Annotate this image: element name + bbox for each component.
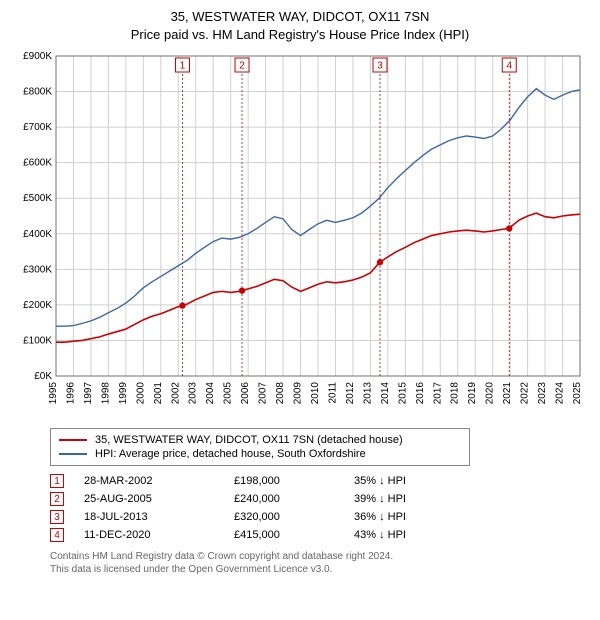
svg-text:£200K: £200K <box>23 300 52 311</box>
legend: 35, WESTWATER WAY, DIDCOT, OX11 7SN (det… <box>50 428 470 466</box>
svg-text:2002: 2002 <box>170 382 181 405</box>
svg-text:2008: 2008 <box>275 382 286 405</box>
sale-date: 25-AUG-2005 <box>84 493 234 505</box>
legend-swatch <box>59 453 87 455</box>
sale-marker: 2 <box>50 492 64 506</box>
sale-date: 28-MAR-2002 <box>84 475 234 487</box>
svg-text:£700K: £700K <box>23 122 52 133</box>
sale-price: £415,000 <box>234 529 354 541</box>
sales-row: 1 28-MAR-2002£198,00035% ↓ HPI <box>50 472 590 490</box>
svg-text:2010: 2010 <box>310 382 321 405</box>
svg-text:£400K: £400K <box>23 229 52 240</box>
svg-text:2015: 2015 <box>397 382 408 405</box>
svg-text:£600K: £600K <box>23 158 52 169</box>
svg-text:2017: 2017 <box>432 382 443 405</box>
svg-text:1995: 1995 <box>48 382 59 405</box>
footnote-line-2: This data is licensed under the Open Gov… <box>50 563 590 576</box>
svg-text:£500K: £500K <box>23 194 52 205</box>
svg-text:2013: 2013 <box>362 382 373 405</box>
sale-marker: 4 <box>50 528 64 542</box>
svg-text:£300K: £300K <box>23 265 52 276</box>
svg-text:4: 4 <box>506 61 512 72</box>
svg-text:2014: 2014 <box>380 382 391 405</box>
svg-text:2019: 2019 <box>467 382 478 405</box>
svg-text:2022: 2022 <box>520 382 531 405</box>
svg-text:2: 2 <box>239 61 245 72</box>
sale-date: 11-DEC-2020 <box>84 529 234 541</box>
sale-marker: 1 <box>50 474 64 488</box>
chart-area: £0K £100K £200K £300K £400K £500K £600K £700K £8… <box>10 50 590 420</box>
svg-text:2016: 2016 <box>415 382 426 405</box>
sales-row: 3 18-JUL-2013£320,00036% ↓ HPI <box>50 508 590 526</box>
svg-text:£900K: £900K <box>23 51 52 62</box>
title-block: 35, WESTWATER WAY, DIDCOT, OX11 7SN Pric… <box>10 8 590 44</box>
sale-price: £320,000 <box>234 511 354 523</box>
sales-row: 4 11-DEC-2020£415,00043% ↓ HPI <box>50 526 590 544</box>
svg-text:2012: 2012 <box>345 382 356 405</box>
svg-text:2025: 2025 <box>572 382 583 405</box>
svg-text:2004: 2004 <box>205 382 216 405</box>
svg-text:1996: 1996 <box>65 382 76 405</box>
svg-text:1998: 1998 <box>100 382 111 405</box>
footnote: Contains HM Land Registry data © Crown c… <box>50 550 590 576</box>
svg-text:2000: 2000 <box>135 382 146 405</box>
title-address: 35, WESTWATER WAY, DIDCOT, OX11 7SN <box>10 8 590 26</box>
legend-item: HPI: Average price, detached house, Sout… <box>59 447 461 461</box>
sales-table: 1 28-MAR-2002£198,00035% ↓ HPI 2 25-AUG-200… <box>50 472 590 544</box>
svg-text:2023: 2023 <box>537 382 548 405</box>
svg-text:£0K: £0K <box>34 371 52 382</box>
price-chart: £0K £100K £200K £300K £400K £500K £600K £700K £8… <box>10 50 590 420</box>
svg-text:2011: 2011 <box>327 382 338 404</box>
svg-text:£100K: £100K <box>23 336 52 347</box>
sale-pct: 39% ↓ HPI <box>354 493 454 505</box>
svg-text:2001: 2001 <box>153 382 164 405</box>
svg-text:1997: 1997 <box>83 382 94 405</box>
legend-label: 35, WESTWATER WAY, DIDCOT, OX11 7SN (det… <box>95 434 403 446</box>
svg-text:1: 1 <box>180 61 186 72</box>
sale-date: 18-JUL-2013 <box>84 511 234 523</box>
svg-text:3: 3 <box>377 61 383 72</box>
legend-item: 35, WESTWATER WAY, DIDCOT, OX11 7SN (det… <box>59 433 461 447</box>
chart-container: 35, WESTWATER WAY, DIDCOT, OX11 7SN Pric… <box>0 0 600 580</box>
svg-text:1999: 1999 <box>118 382 129 405</box>
sale-pct: 43% ↓ HPI <box>354 529 454 541</box>
svg-text:2003: 2003 <box>188 382 199 405</box>
svg-text:2020: 2020 <box>485 382 496 405</box>
legend-swatch <box>59 439 87 441</box>
footnote-line-1: Contains HM Land Registry data © Crown c… <box>50 550 590 563</box>
legend-label: HPI: Average price, detached house, Sout… <box>95 448 366 460</box>
sales-row: 2 25-AUG-2005£240,00039% ↓ HPI <box>50 490 590 508</box>
sale-pct: 35% ↓ HPI <box>354 475 454 487</box>
sale-marker: 3 <box>50 510 64 524</box>
sale-price: £198,000 <box>234 475 354 487</box>
sale-pct: 36% ↓ HPI <box>354 511 454 523</box>
svg-text:2009: 2009 <box>293 382 304 405</box>
title-subtitle: Price paid vs. HM Land Registry's House … <box>10 26 590 44</box>
svg-text:2021: 2021 <box>502 382 513 405</box>
sale-price: £240,000 <box>234 493 354 505</box>
svg-text:2018: 2018 <box>450 382 461 405</box>
svg-text:2024: 2024 <box>555 382 566 405</box>
svg-text:2005: 2005 <box>223 382 234 405</box>
svg-text:2006: 2006 <box>240 382 251 405</box>
svg-text:2007: 2007 <box>258 382 269 405</box>
svg-text:£800K: £800K <box>23 87 52 98</box>
